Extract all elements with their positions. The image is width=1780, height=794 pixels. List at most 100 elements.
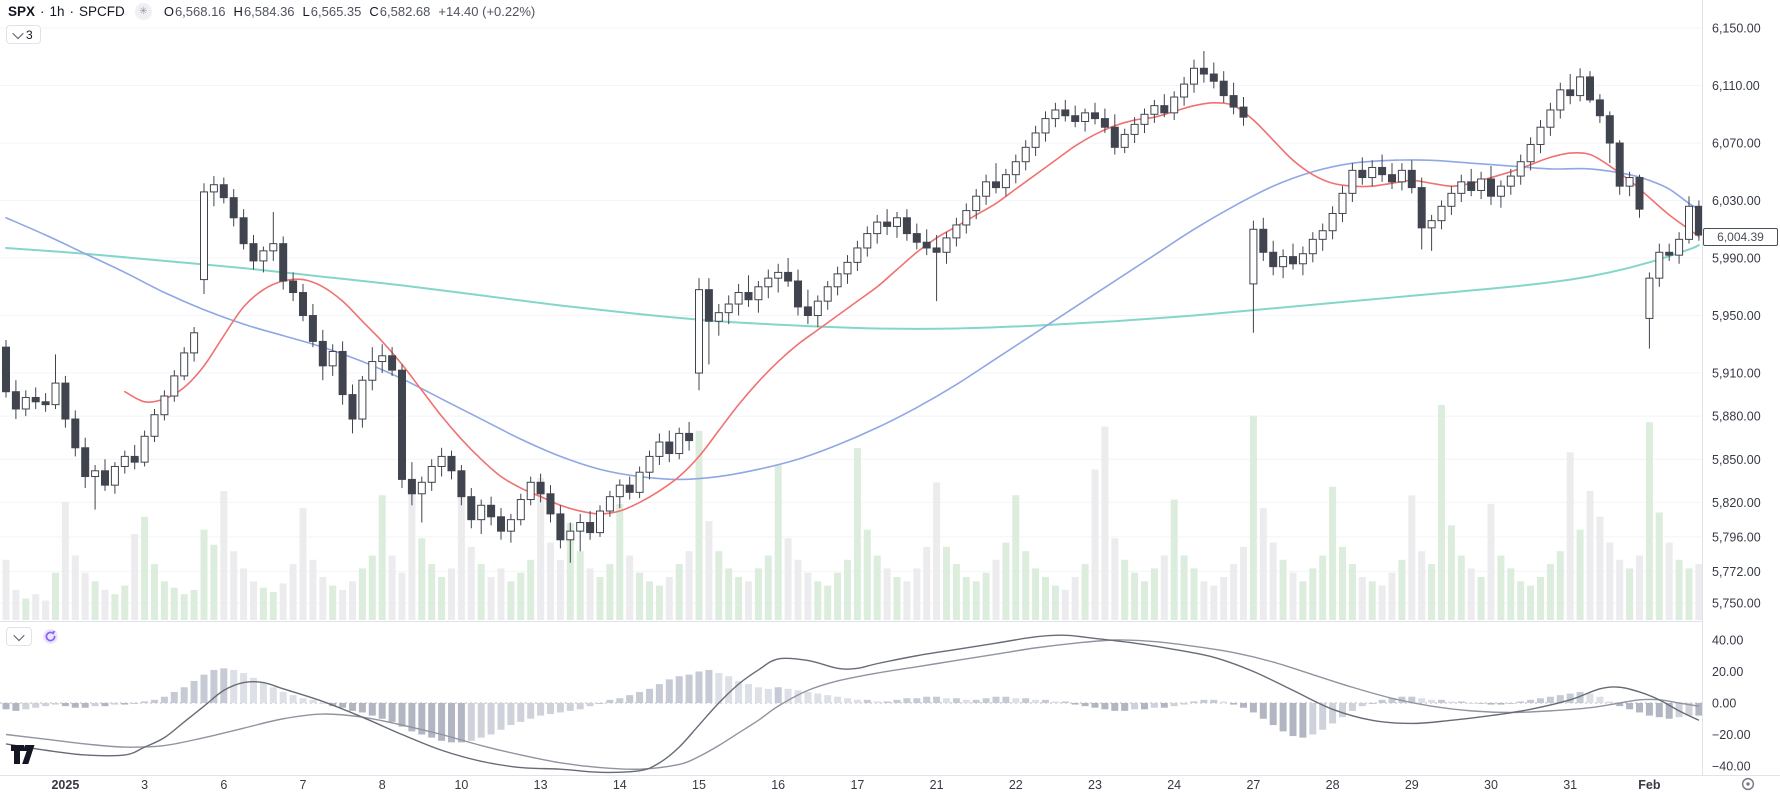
macd-histogram-bar [1042,699,1049,703]
volume-bar [952,564,960,620]
macd-histogram-bar [398,703,406,727]
price-axis-label: 5,880.00 [1712,410,1761,424]
macd-histogram-bar [1329,703,1337,724]
macd-histogram-bar [606,699,614,703]
macd-histogram-bar [685,674,693,703]
macd-histogram-bar [933,696,941,703]
legend-separator: · [69,4,75,19]
macd-histogram-bar [814,693,822,703]
volume-bar [339,589,347,620]
volume-bar [1150,568,1158,620]
high-value: 6,584.36 [243,4,295,19]
macd-histogram-bar [1240,703,1247,708]
data-source-label[interactable]: SPCFD [79,4,125,19]
volume-bar [715,551,723,620]
low-value: 6,565.35 [310,4,362,19]
candle-body [279,243,288,282]
candle-body [1229,95,1238,108]
volume-bar [1032,568,1040,620]
candle-body [982,181,991,197]
volume-bar [923,546,931,620]
macd-histogram-bar [1438,699,1445,703]
candle-body [1289,256,1297,265]
macd-histogram-bar [220,668,228,703]
candle-body [1110,126,1119,148]
macd-histogram-bar [764,688,772,703]
volume-bar [586,568,594,620]
macd-histogram-bar [804,691,812,703]
candle-body [407,478,416,495]
candle-body [586,522,595,534]
candle-body [506,519,515,532]
macd-pane-collapse-button[interactable] [6,627,32,646]
candle-body [91,470,100,478]
delayed-data-icon[interactable]: ✳ [134,3,152,20]
candle-body [1635,177,1644,210]
candle-body [209,184,218,193]
macd-histogram-bar [1477,703,1485,704]
time-axis[interactable] [0,775,1702,794]
macd-histogram-bar [1170,703,1178,707]
macd-histogram-bar [695,671,703,703]
volume-bar [1408,495,1416,620]
indicator-sync-icon[interactable] [42,628,59,645]
macd-histogram-bar [81,703,89,708]
candle-body [249,243,258,262]
candle-body [269,243,278,252]
candle-body [200,191,208,281]
indicator-axis-label: 20.00 [1712,665,1743,679]
candle-body [1506,175,1515,187]
volume-bar [1339,546,1346,620]
macd-histogram-bar [1556,695,1564,703]
macd-histogram-bar [1606,701,1614,703]
macd-histogram-bar [1586,693,1594,703]
macd-histogram-bar [250,677,257,703]
settings-icon[interactable] [1740,776,1756,792]
volume-bar [279,583,287,620]
macd-histogram-bar [952,698,960,703]
candle-body [675,432,684,455]
indicators-collapse-button[interactable]: 3 [6,25,41,44]
macd-histogram-bar [754,687,762,703]
candle-body [1011,161,1020,176]
macd-histogram-bar [636,691,644,703]
candle-body [1595,99,1604,117]
tradingview-logo[interactable] [10,744,36,765]
timeframe-label[interactable]: 1h [49,4,65,19]
candle-body [1259,228,1268,253]
volume-bar [81,572,89,620]
candle-body [1586,76,1594,101]
volume-bar [1655,512,1663,620]
volume-bar [487,577,495,620]
volume-bar [1299,581,1307,620]
time-axis-label: 6 [220,778,227,792]
macd-histogram-bar [180,687,188,703]
volume-bar [111,594,119,620]
ma-fast-red-line [124,101,1700,515]
price-axis[interactable] [1702,0,1780,775]
macd-histogram-bar [1121,703,1129,711]
volume-bar [665,577,673,620]
candle-body [487,504,496,518]
volume-bar [448,568,455,620]
macd-histogram-bar [210,669,218,703]
volume-bar [1002,542,1010,620]
macd-histogram-bar [1299,703,1307,738]
close-label: C [369,4,379,19]
volume-bar [131,534,139,620]
macd-histogram-bar [992,696,1000,703]
volume-bar [685,551,693,620]
macd-histogram-bar [1061,701,1069,703]
macd-histogram-bar [1695,703,1703,716]
macd-histogram-bar [1160,703,1168,708]
volume-bar [576,551,584,620]
macd-histogram-bar [1081,703,1089,707]
symbol-name[interactable]: SPX [8,4,36,19]
candle-body [110,465,119,486]
chevron-down-icon [13,629,25,641]
candle-body [328,350,337,367]
volume-bar [844,559,851,620]
macd-histogram-bar [853,699,861,703]
